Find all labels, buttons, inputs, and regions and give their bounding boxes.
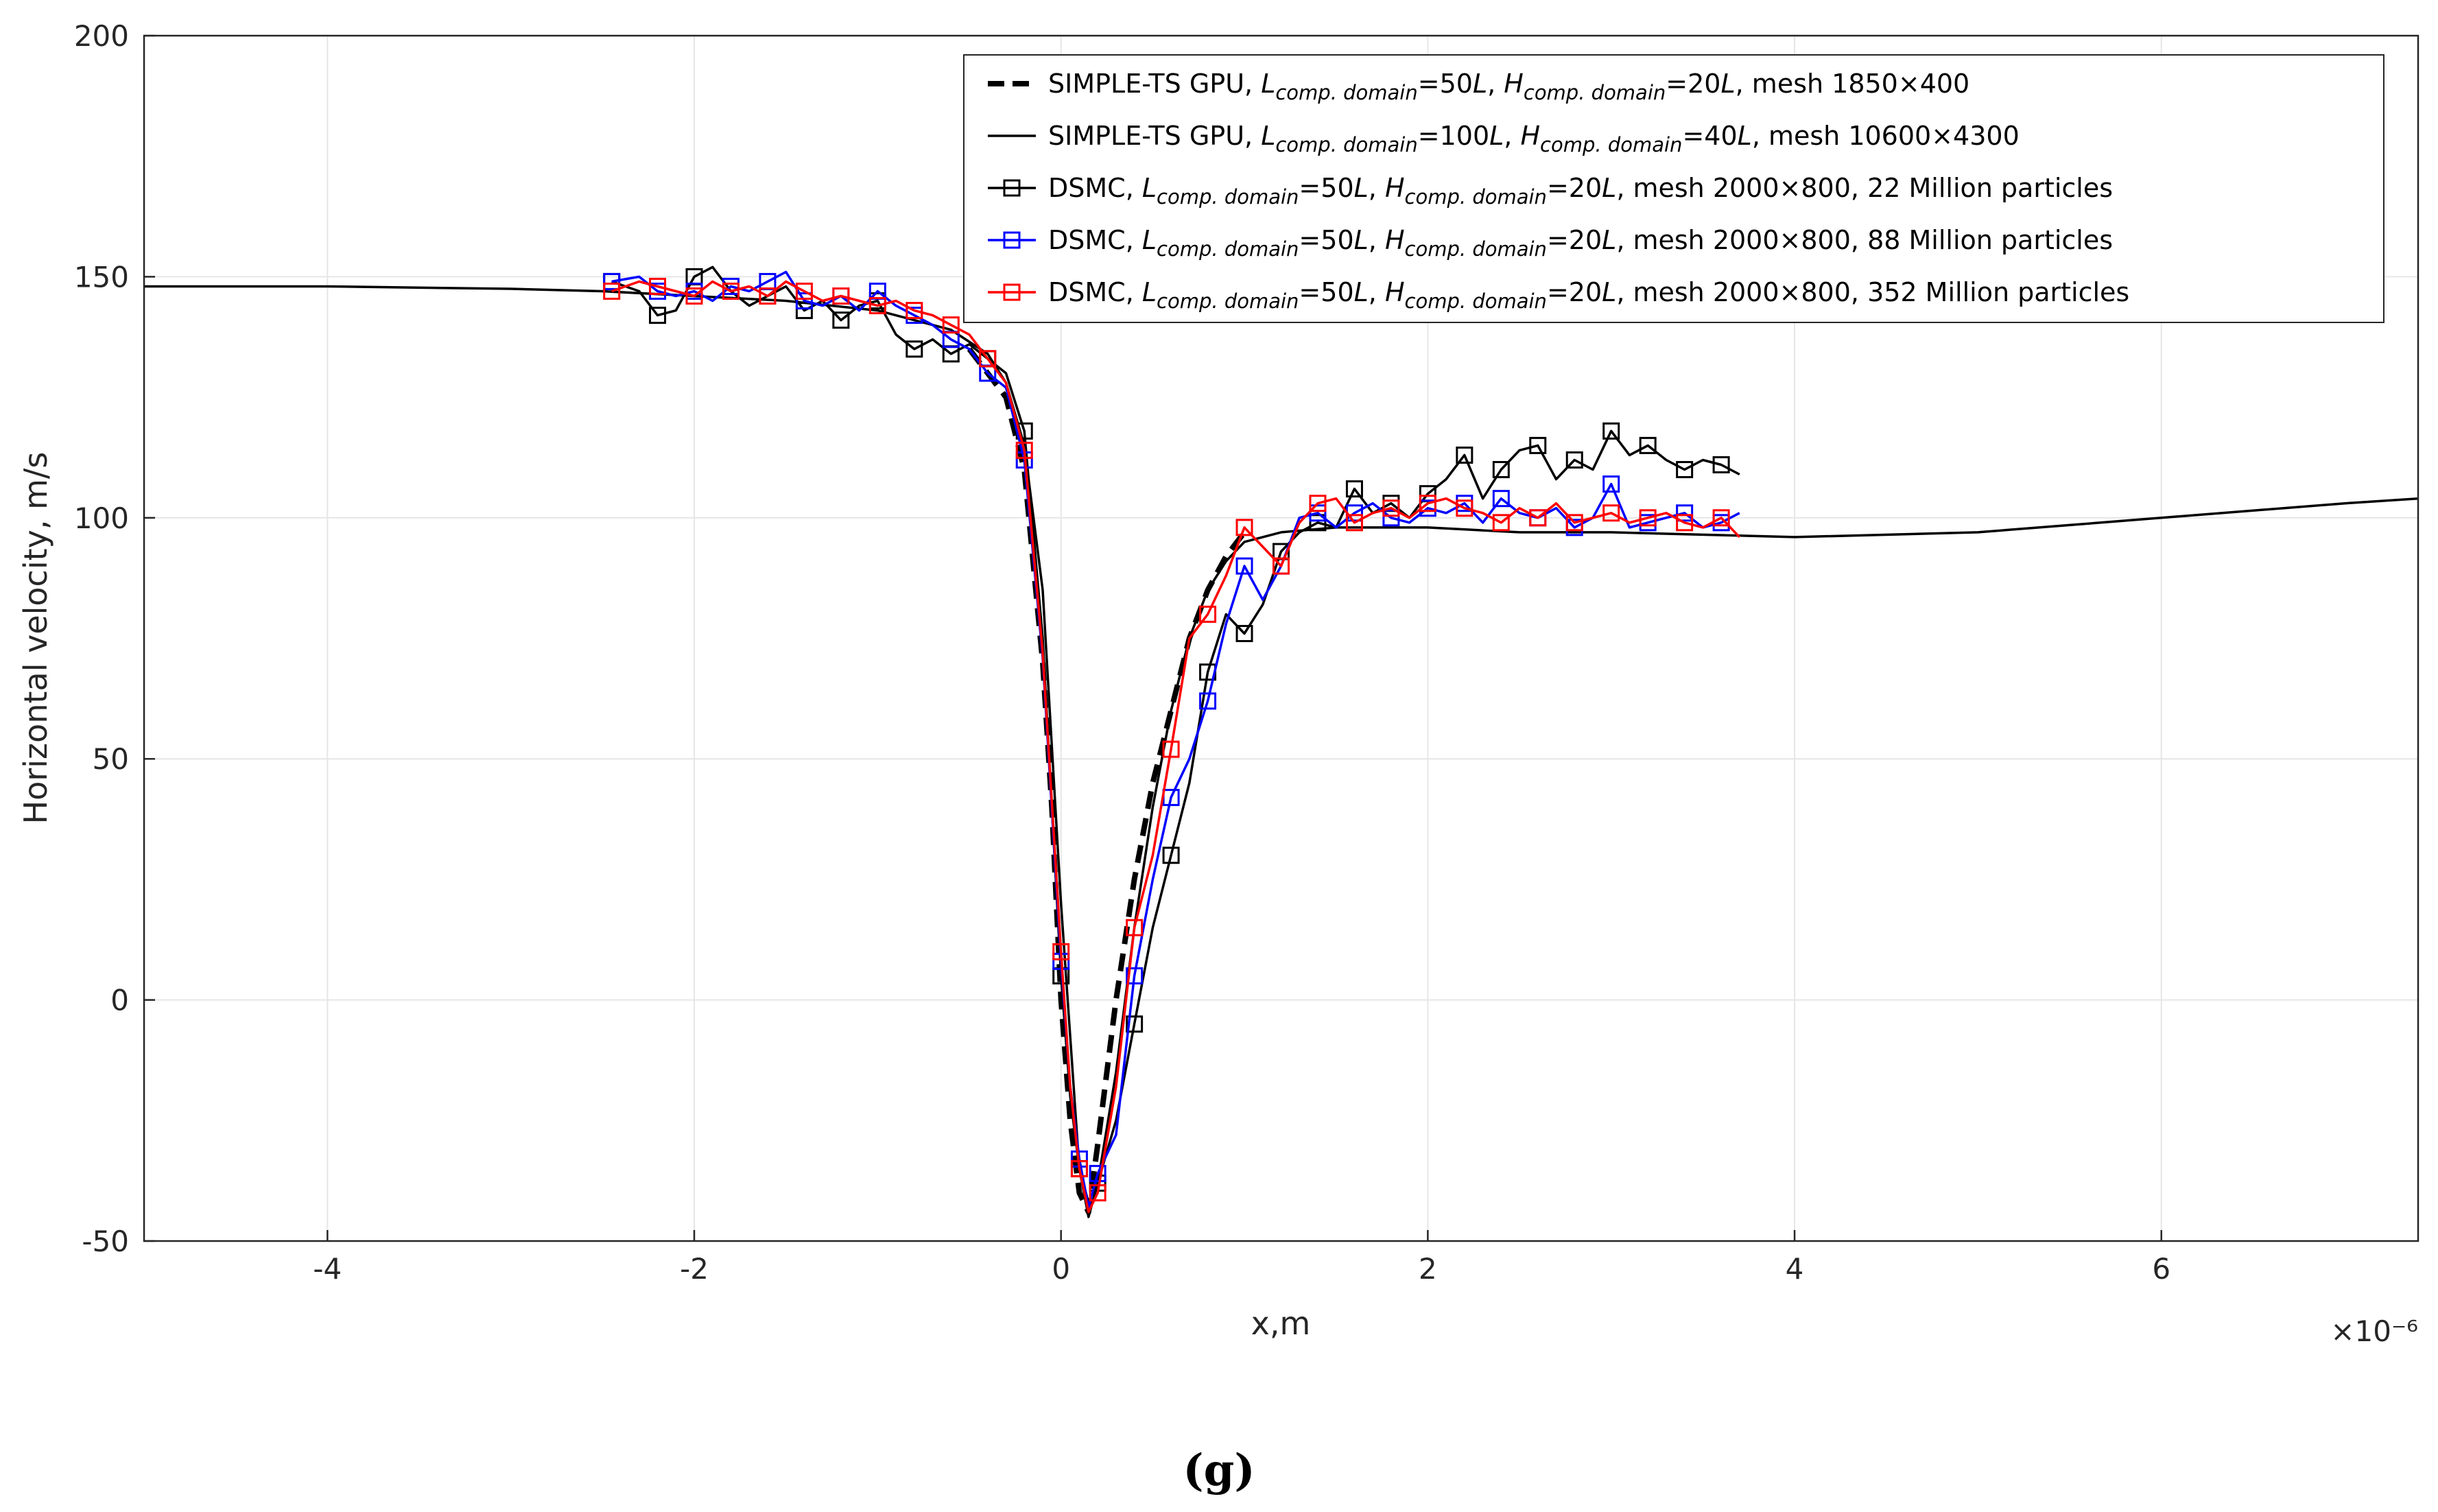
data-point xyxy=(1602,422,1620,440)
legend: SIMPLE-TS GPU, Lcomp. domain=50L, Hcomp.… xyxy=(963,54,2384,323)
data-point xyxy=(685,287,703,305)
data-point xyxy=(1382,509,1400,527)
data-point xyxy=(906,340,923,358)
data-point xyxy=(1126,919,1144,936)
data-point xyxy=(1639,436,1657,454)
x-tick-label: 4 xyxy=(1786,1252,1804,1286)
data-point xyxy=(1492,461,1510,479)
data-point xyxy=(1419,495,1436,512)
data-point xyxy=(1456,446,1474,464)
data-point xyxy=(795,302,813,320)
data-point xyxy=(1162,740,1180,758)
data-point xyxy=(979,350,997,368)
data-point xyxy=(795,292,813,310)
data-point xyxy=(1199,605,1217,623)
legend-swatch-marker xyxy=(1003,283,1021,301)
y-tick-label: 0 xyxy=(110,984,129,1017)
y-tick-label: -50 xyxy=(82,1225,129,1258)
series-line xyxy=(611,270,1740,1209)
data-point xyxy=(868,297,886,315)
data-point xyxy=(1456,499,1474,517)
data-point xyxy=(1235,519,1253,536)
x-tick-label: 6 xyxy=(2152,1252,2170,1286)
x-tick-label: 0 xyxy=(1052,1252,1070,1286)
data-point xyxy=(649,307,667,324)
ticks: -4 -2 0 2 4 6 -50 0 50 100 150 200 xyxy=(74,19,2170,1286)
data-point xyxy=(759,287,777,305)
legend-swatch-marker xyxy=(1003,231,1021,249)
legend-entry: SIMPLE-TS GPU, Lcomp. domain=50L, Hcomp.… xyxy=(1048,69,1969,104)
legend-entry: DSMC, Lcomp. domain=50L, Hcomp. domain=2… xyxy=(1048,277,2129,313)
data-point xyxy=(795,282,813,300)
series-line xyxy=(611,265,1740,1204)
data-point xyxy=(1529,436,1547,454)
y-tick-label: 150 xyxy=(74,260,129,294)
data-point xyxy=(1309,514,1327,532)
data-point xyxy=(1602,475,1620,493)
data-point xyxy=(1199,692,1217,710)
data-point xyxy=(1070,1160,1088,1178)
y-tick-label: 100 xyxy=(74,501,129,535)
data-point xyxy=(1639,509,1657,527)
x-tick-label: -4 xyxy=(313,1252,342,1286)
data-point xyxy=(942,316,960,334)
data-point xyxy=(1529,509,1547,527)
data-point xyxy=(1676,504,1694,522)
data-point xyxy=(1565,514,1583,532)
data-point xyxy=(1309,495,1327,512)
data-point xyxy=(722,282,739,300)
data-point xyxy=(1345,480,1363,498)
data-point xyxy=(1382,499,1400,517)
data-point xyxy=(1602,504,1620,522)
data-point xyxy=(1015,441,1033,459)
x-tick-label: 2 xyxy=(1419,1252,1437,1286)
y-axis-label: Horizontal velocity, m/s xyxy=(17,452,54,825)
data-point xyxy=(1712,509,1730,527)
data-point xyxy=(1345,514,1363,532)
data-point xyxy=(1273,557,1290,575)
axes-box xyxy=(143,34,2419,1242)
data-point xyxy=(1492,514,1510,532)
legend-box xyxy=(963,54,2384,323)
data-point xyxy=(1676,514,1694,532)
data-point xyxy=(1712,456,1730,473)
figure-caption: (g) xyxy=(1183,1445,1255,1496)
legend-swatch-marker xyxy=(1003,179,1021,197)
legend-entry: DSMC, Lcomp. domain=50L, Hcomp. domain=2… xyxy=(1048,173,2113,209)
x-axis-label: x,m xyxy=(1251,1305,1311,1342)
plot-series xyxy=(144,265,2418,1218)
data-point xyxy=(603,272,621,290)
data-point xyxy=(1235,557,1253,575)
data-point xyxy=(1565,451,1583,469)
legend-entry: DSMC, Lcomp. domain=50L, Hcomp. domain=2… xyxy=(1048,225,2113,261)
data-point xyxy=(1052,943,1070,960)
series-5 xyxy=(603,277,1741,1214)
data-point xyxy=(1235,624,1253,642)
data-point xyxy=(1089,1184,1106,1202)
x-axis-multiplier: ×10⁻⁶ xyxy=(2330,1314,2418,1348)
data-point xyxy=(1676,461,1694,479)
series-line xyxy=(611,280,1741,1214)
data-point xyxy=(1492,490,1510,508)
data-point xyxy=(906,302,923,320)
data-point xyxy=(1162,847,1180,864)
data-point xyxy=(1126,1015,1144,1033)
data-point xyxy=(1126,967,1144,984)
y-tick-label: 50 xyxy=(93,742,129,776)
data-point xyxy=(832,311,850,329)
x-tick-label: -2 xyxy=(680,1252,709,1286)
legend-entry: SIMPLE-TS GPU, Lcomp. domain=100L, Hcomp… xyxy=(1048,121,2020,156)
data-point xyxy=(832,287,850,305)
data-point xyxy=(1089,1165,1106,1183)
y-tick-label: 200 xyxy=(74,19,129,53)
data-point xyxy=(649,277,667,295)
data-point xyxy=(603,282,621,300)
